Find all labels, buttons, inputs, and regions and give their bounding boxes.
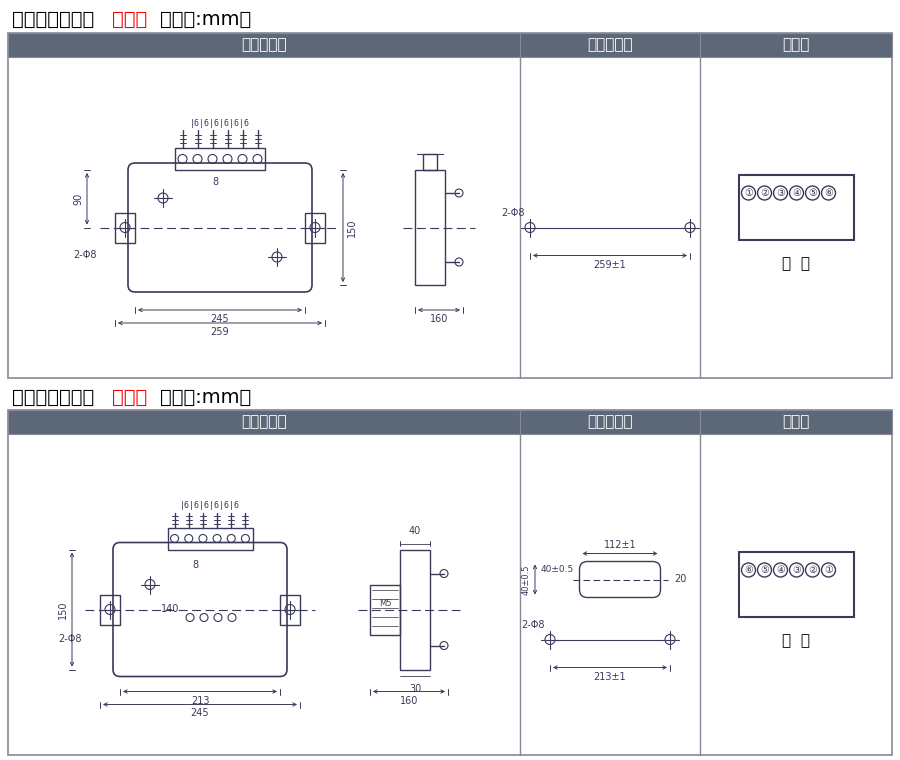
- Bar: [370, 584, 400, 635]
- Text: 单相过流凸出式: 单相过流凸出式: [12, 388, 94, 407]
- Bar: [305, 213, 325, 242]
- Text: 外形尺寸图: 外形尺寸图: [241, 37, 287, 52]
- Text: 端子图: 端子图: [782, 37, 810, 52]
- Text: （单位:mm）: （单位:mm）: [160, 388, 251, 407]
- Bar: [520, 410, 700, 434]
- Text: ⑥: ⑥: [744, 565, 753, 575]
- Text: ④: ④: [776, 565, 785, 575]
- Text: 2-Φ8: 2-Φ8: [501, 208, 525, 219]
- Bar: [520, 33, 700, 57]
- Text: 90: 90: [73, 192, 83, 205]
- Bar: [167, 527, 253, 549]
- Bar: [8, 410, 520, 434]
- Text: ⑤: ⑤: [760, 565, 769, 575]
- Text: |6|6|6|6|6|6: |6|6|6|6|6|6: [190, 119, 250, 128]
- Bar: [8, 33, 520, 57]
- Text: 30: 30: [409, 683, 421, 693]
- Text: 112±1: 112±1: [604, 540, 636, 549]
- Text: 259: 259: [211, 327, 230, 337]
- Text: 245: 245: [211, 314, 230, 324]
- Text: 2-Φ8: 2-Φ8: [58, 634, 82, 644]
- Text: |6|6|6|6|6|6: |6|6|6|6|6|6: [180, 501, 240, 510]
- Text: 8: 8: [212, 177, 218, 187]
- Text: 259±1: 259±1: [594, 259, 626, 270]
- Bar: [100, 594, 120, 625]
- Bar: [280, 594, 300, 625]
- Text: 160: 160: [400, 695, 419, 705]
- Bar: [739, 175, 853, 240]
- Text: 245: 245: [191, 708, 210, 718]
- Text: ③: ③: [792, 565, 801, 575]
- Text: 背  视: 背 视: [782, 633, 810, 648]
- Text: （单位:mm）: （单位:mm）: [160, 10, 251, 29]
- Text: 150: 150: [58, 600, 68, 619]
- Text: 2-Φ8: 2-Φ8: [521, 620, 545, 631]
- Text: 160: 160: [430, 314, 448, 324]
- Bar: [8, 33, 892, 378]
- Text: ②: ②: [808, 565, 817, 575]
- Text: ③: ③: [776, 188, 785, 198]
- Text: 单相过流凸出式: 单相过流凸出式: [12, 10, 94, 29]
- Text: 8: 8: [192, 559, 198, 569]
- Text: 前接线: 前接线: [112, 10, 148, 29]
- Text: 140: 140: [161, 604, 179, 615]
- Text: 安装开孔图: 安装开孔图: [587, 414, 633, 429]
- Text: 40±0.5: 40±0.5: [522, 564, 531, 595]
- Text: 40: 40: [409, 525, 421, 536]
- Text: 前  视: 前 视: [782, 256, 810, 271]
- Text: ⑥: ⑥: [824, 188, 832, 198]
- Text: ①: ①: [824, 565, 832, 575]
- Text: 后接线: 后接线: [112, 388, 148, 407]
- Bar: [700, 410, 892, 434]
- Text: 外形尺寸图: 外形尺寸图: [241, 414, 287, 429]
- Bar: [115, 213, 135, 242]
- Bar: [423, 154, 437, 170]
- Bar: [400, 549, 430, 670]
- Text: M5: M5: [379, 599, 392, 608]
- Bar: [415, 170, 445, 285]
- Text: 端子图: 端子图: [782, 414, 810, 429]
- Text: 213±1: 213±1: [594, 672, 626, 682]
- Text: 2-Φ8: 2-Φ8: [73, 249, 97, 259]
- Bar: [739, 552, 853, 617]
- Text: 安装开孔图: 安装开孔图: [587, 37, 633, 52]
- Bar: [700, 33, 892, 57]
- Text: 150: 150: [347, 218, 357, 237]
- Text: 213: 213: [191, 695, 209, 705]
- Text: ⑤: ⑤: [808, 188, 817, 198]
- Text: ②: ②: [760, 188, 769, 198]
- Bar: [175, 148, 265, 170]
- Bar: [8, 410, 892, 755]
- Text: 20: 20: [674, 575, 687, 584]
- Text: ①: ①: [744, 188, 753, 198]
- Text: ④: ④: [792, 188, 801, 198]
- Text: 40±0.5: 40±0.5: [540, 565, 573, 574]
